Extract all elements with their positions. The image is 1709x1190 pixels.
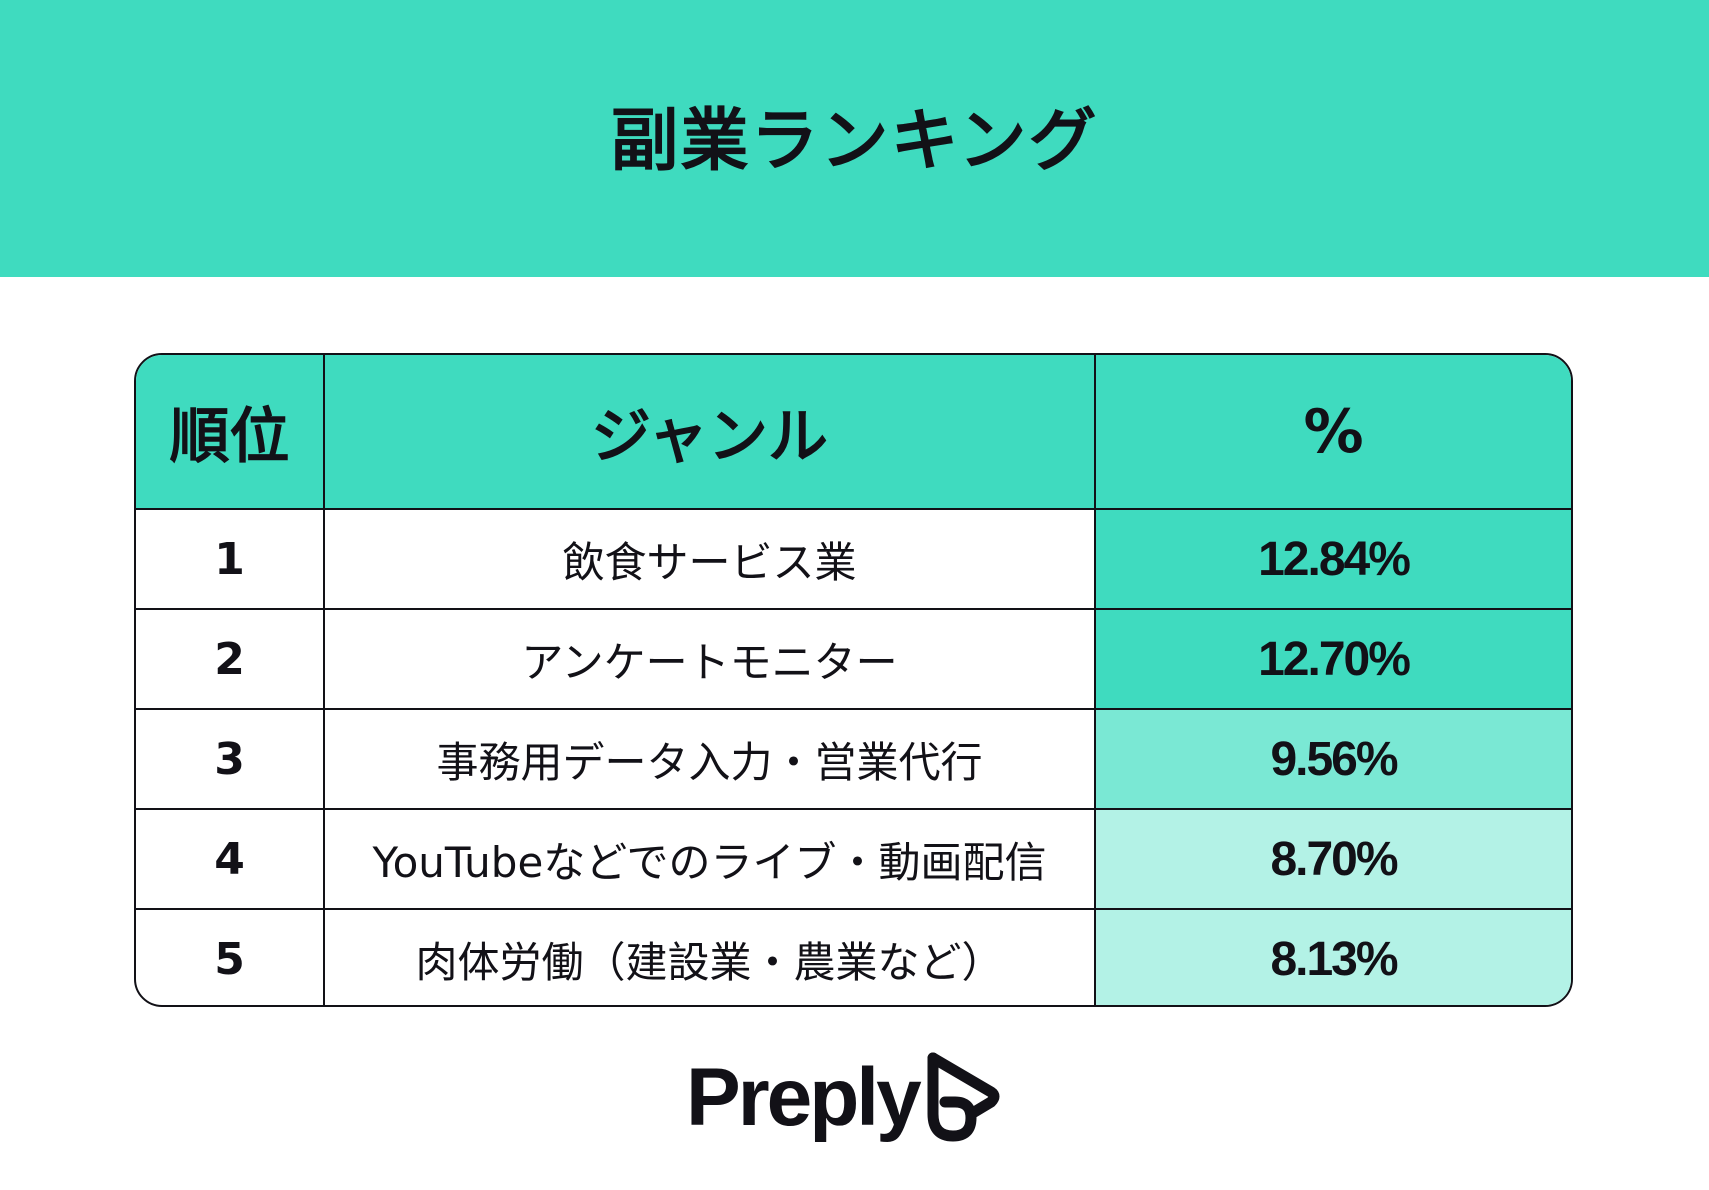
table-row: 3 事務用データ入力・営業代行 9.56% [136, 708, 1571, 810]
page-title: 副業ランキング [610, 102, 1099, 181]
percent-cell: 12.84% [1094, 508, 1571, 610]
preply-logo: Preply [686, 1048, 1003, 1148]
genre-cell: YouTubeなどでのライブ・動画配信 [323, 808, 1096, 910]
table-row: 1 飲食サービス業 12.84% [136, 508, 1571, 610]
genre-cell: 飲食サービス業 [323, 508, 1096, 610]
table-header-row: 順位 ジャンル % [136, 355, 1571, 510]
percent-cell: 8.70% [1094, 808, 1571, 910]
percent-cell: 12.70% [1094, 608, 1571, 710]
rank-cell: 2 [136, 608, 325, 710]
genre-cell: 事務用データ入力・営業代行 [323, 708, 1096, 810]
preply-logo-icon [927, 1052, 1000, 1142]
column-header-genre: ジャンル [323, 355, 1096, 510]
percent-cell: 9.56% [1094, 708, 1571, 810]
header-banner: 副業ランキング [0, 0, 1709, 277]
genre-cell: 肉体労働（建設業・農業など） [323, 908, 1096, 1005]
percent-cell: 8.13% [1094, 908, 1571, 1005]
genre-cell: アンケートモニター [323, 608, 1096, 710]
ranking-table: 順位 ジャンル % 1 飲食サービス業 12.84% 2 アンケートモニター 12.70%… [136, 355, 1571, 1005]
column-header-rank: 順位 [136, 355, 325, 510]
rank-cell: 4 [136, 808, 325, 910]
table-row: 4 YouTubeなどでのライブ・動画配信 8.70% [136, 808, 1571, 910]
rank-cell: 5 [136, 908, 325, 1005]
table-row: 2 アンケートモニター 12.70% [136, 608, 1571, 710]
rank-cell: 3 [136, 708, 325, 810]
column-header-percent: % [1094, 355, 1571, 510]
rank-cell: 1 [136, 508, 325, 610]
ranking-table-container: 順位 ジャンル % 1 飲食サービス業 12.84% 2 アンケートモニター 12.70%… [134, 353, 1573, 1007]
table-row: 5 肉体労働（建設業・農業など） 8.13% [136, 908, 1571, 1005]
logo-wordmark: Preply [686, 1052, 922, 1143]
